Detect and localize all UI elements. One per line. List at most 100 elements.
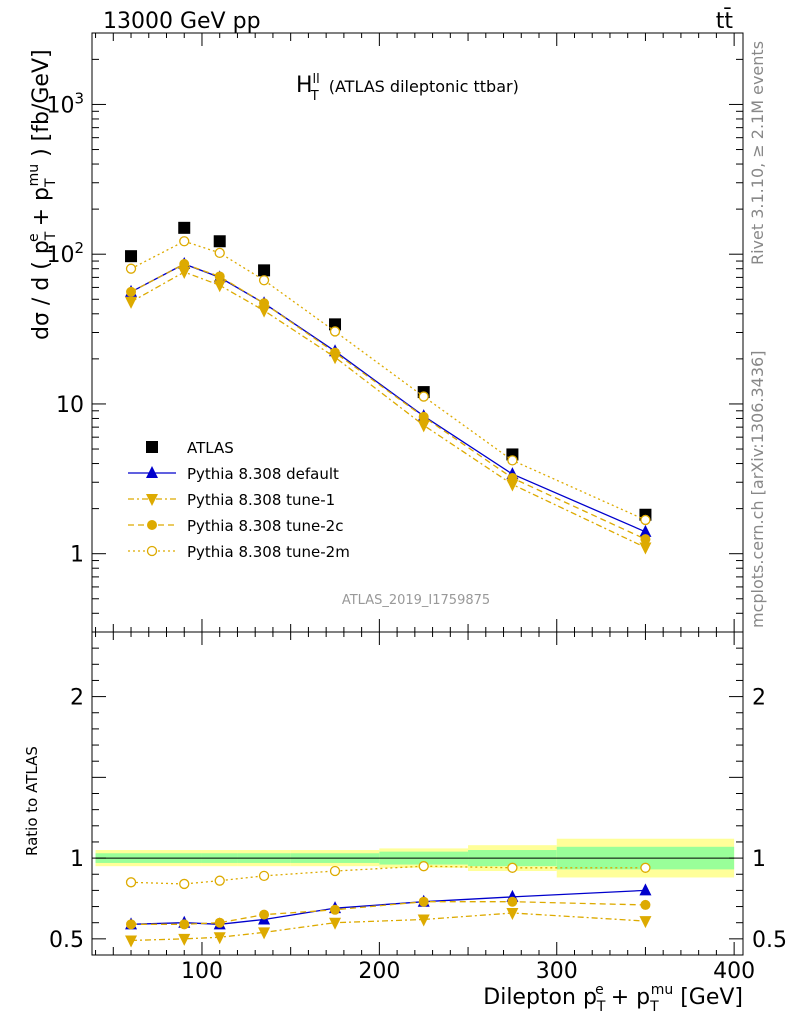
ratio-point-pythia-8-308-tune-2m (329, 865, 341, 877)
main-point-atlas (213, 235, 226, 248)
legend-swatch-marker (146, 494, 158, 506)
ratio-line-pythia-8-308-default (131, 889, 646, 925)
main-point-pythia-8-308-default (639, 524, 652, 537)
ratio-point-pythia-8-308-tune-2c (259, 909, 270, 920)
main-point-pythia-8-308-tune-1 (125, 296, 138, 309)
main-point-pythia-8-308-tune-2m (125, 263, 137, 274)
ratio-point-pythia-8-308-tune-2m (179, 878, 190, 890)
main-point-pythia-8-308-tune-2m (214, 247, 225, 259)
main-point-pythia-8-308-tune-2c (259, 298, 270, 309)
ratio-series-pythia-8-308-tune-2c (126, 896, 651, 930)
ratio-point-pythia-8-308-tune-2m (640, 862, 651, 873)
process-label: tt̄ (716, 8, 734, 34)
main-point-pythia-8-308-tune-2c (507, 473, 518, 484)
main-point-pythia-8-308-tune-1 (506, 479, 519, 492)
ratio-y-tick-label-right: 0.5 (752, 928, 786, 953)
ratio-point-pythia-8-308-tune-1 (417, 914, 430, 927)
main-point-atlas (125, 250, 138, 263)
main-point-pythia-8-308-tune-2c (126, 286, 137, 297)
legend-item-pythia-8-308-tune-1: Pythia 8.308 tune-1 (128, 491, 335, 509)
main-point-atlas (506, 448, 519, 461)
legend-item-pythia-8-308-tune-2c: Pythia 8.308 tune-2c (128, 517, 343, 535)
ratio-point-pythia-8-308-default (639, 883, 652, 896)
ratio-point-pythia-8-308-tune-2c (214, 917, 225, 928)
legend-label: Pythia 8.308 tune-2c (187, 517, 343, 535)
ratio-line-pythia-8-308-tune-1 (131, 912, 646, 942)
ratio-series-pythia-8-308-tune-2m (125, 861, 651, 890)
main-point-atlas (639, 508, 652, 521)
main-point-pythia-8-308-tune-2m (329, 326, 341, 337)
main-point-pythia-8-308-tune-2c (214, 271, 225, 282)
x-tick-label: 300 (536, 959, 578, 984)
beam-label: 13000 GeV pp (103, 9, 261, 34)
ratio-point-pythia-8-308-tune-2c (179, 919, 190, 930)
svg-text:dσ / d ( pTe + pTmu ) [fb/GeV]: dσ / d ( pTe + pTmu ) [fb/GeV] (26, 49, 59, 340)
axes-group: 100 200 300 400 1 10 102 103 0.5 0.5 1 1 2 2 (46, 32, 786, 984)
x-tick-label: 100 (181, 959, 223, 984)
ratio-point-pythia-8-308-tune-1 (213, 932, 226, 945)
main-point-pythia-8-308-tune-2m (258, 275, 270, 286)
main-point-pythia-8-308-tune-2c (418, 411, 429, 422)
main-point-pythia-8-308-tune-2m (507, 455, 518, 466)
legend-swatch-marker (147, 520, 157, 530)
ratio-series-pythia-8-308-tune-1 (125, 908, 652, 948)
ratio-point-pythia-8-308-tune-2m (258, 870, 270, 882)
legend-swatch-marker (146, 466, 158, 478)
legend-label: Pythia 8.308 tune-2m (187, 543, 350, 561)
ratio-point-pythia-8-308-tune-2c (640, 899, 651, 910)
main-point-atlas (178, 221, 191, 234)
main-point-pythia-8-308-tune-1 (178, 267, 191, 280)
legend: ATLAS Pythia 8.308 default Pythia 8.308 tu… (128, 439, 350, 561)
legend-swatch-marker (146, 545, 158, 557)
main-point-pythia-8-308-tune-1 (258, 305, 271, 318)
y-tick-label: 10 (56, 393, 84, 418)
main-point-pythia-8-308-tune-2c (640, 534, 651, 545)
legend-item-pythia-8-308-default: Pythia 8.308 default (128, 465, 339, 483)
main-point-pythia-8-308-tune-2c (179, 259, 190, 270)
main-point-atlas (258, 264, 271, 277)
ratio-point-pythia-8-308-tune-2m (214, 875, 225, 886)
main-point-pythia-8-308-tune-2m (418, 391, 429, 402)
ratio-ylabel: Ratio to ATLAS (23, 746, 41, 856)
main-line-pythia-8-308-tune-2c (130, 263, 646, 540)
x-tick-label: 400 (713, 959, 755, 984)
ratio-point-pythia-8-308-tune-1 (258, 927, 271, 940)
legend-item-atlas: ATLAS (146, 439, 234, 457)
legend-item-pythia-8-308-tune-2m: Pythia 8.308 tune-2m (128, 543, 350, 561)
ratio-point-pythia-8-308-tune-2m (507, 862, 518, 873)
legend-label: ATLAS (187, 439, 234, 457)
main-point-pythia-8-308-tune-1 (213, 280, 226, 293)
main-point-pythia-8-308-tune-2m (179, 236, 190, 247)
main-series-pythia-8-308-tune-2c (126, 259, 651, 545)
ratio-point-pythia-8-308-tune-2c (330, 904, 341, 915)
legend-swatch-marker (146, 441, 158, 453)
ratio-y-tick-label-right: 2 (752, 686, 766, 711)
ratio-point-pythia-8-308-tune-1 (639, 916, 652, 929)
y-tick-label: 103 (46, 89, 84, 118)
ratio-series-pythia-8-308-default (125, 883, 652, 930)
legend-label: Pythia 8.308 tune-1 (187, 491, 335, 509)
main-point-pythia-8-308-tune-2c (330, 347, 341, 358)
main-series-pythia-8-308-tune-1 (125, 267, 652, 555)
y-tick-label: 102 (46, 239, 84, 268)
x-tick-label: 200 (358, 959, 400, 984)
legend-label: Pythia 8.308 default (187, 465, 339, 483)
ratio-y-tick-label-right: 1 (752, 847, 766, 872)
ratio-point-pythia-8-308-tune-2c (126, 919, 137, 930)
main-series-group (125, 221, 652, 555)
main-series-pythia-8-308-tune-2m (125, 236, 651, 526)
main-point-pythia-8-308-tune-2m (640, 514, 651, 526)
ratio-line-pythia-8-308-tune-2c (131, 901, 646, 925)
ratio-point-pythia-8-308-tune-2m (125, 877, 137, 888)
ratio-y-tick-label-left: 1 (70, 847, 84, 872)
main-line-pythia-8-308-tune-1 (130, 271, 646, 549)
y-tick-label: 1 (70, 543, 84, 568)
mcplots-label: mcplots.cern.ch [arXiv:1306.3436] (748, 351, 767, 628)
main-point-pythia-8-308-tune-1 (639, 542, 652, 555)
ratio-point-pythia-8-308-tune-1 (125, 935, 138, 948)
ratio-point-pythia-8-308-tune-1 (329, 917, 342, 930)
ratio-point-pythia-8-308-tune-2c (507, 896, 518, 907)
ratio-point-pythia-8-308-tune-2m (418, 861, 429, 872)
ratio-series-group (125, 861, 652, 948)
